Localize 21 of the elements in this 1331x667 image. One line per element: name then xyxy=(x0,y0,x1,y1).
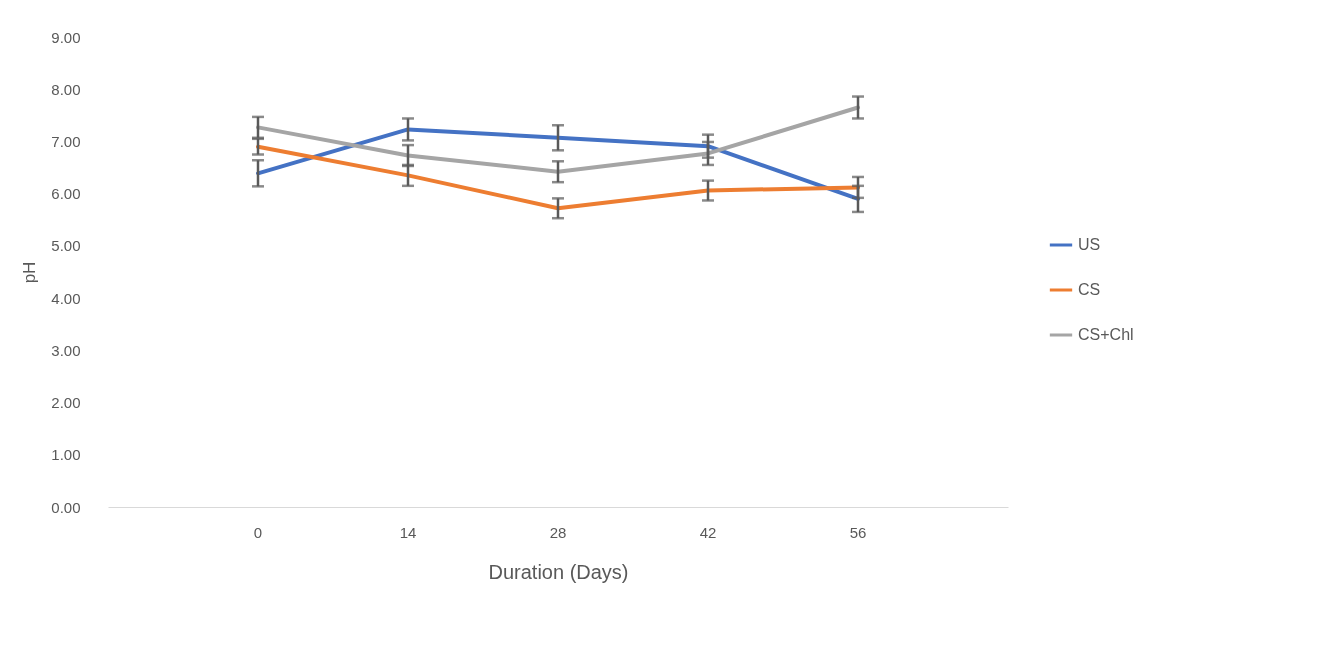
x-tick-label: 56 xyxy=(849,523,867,541)
y-tick-label: 1.00 xyxy=(51,446,81,464)
x-tick-label: 14 xyxy=(399,523,417,541)
legend-label: CS+Chl xyxy=(1078,326,1134,343)
y-tick-label: 6.00 xyxy=(51,185,81,203)
y-tick-label: 8.00 xyxy=(51,80,81,98)
legend-label: US xyxy=(1078,236,1101,253)
x-axis-title: Duration (Days) xyxy=(488,560,629,583)
legend-label: CS xyxy=(1078,281,1101,298)
y-tick-label: 0.00 xyxy=(51,498,81,516)
y-tick-label: 3.00 xyxy=(51,341,81,359)
y-tick-label: 4.00 xyxy=(51,289,81,307)
y-tick-label: 7.00 xyxy=(51,132,81,150)
x-tick-label: 0 xyxy=(253,523,263,541)
line-series xyxy=(256,105,860,174)
y-tick-label: 5.00 xyxy=(51,237,81,255)
y-axis-title: pH xyxy=(20,261,40,284)
x-tick-label: 42 xyxy=(699,523,717,541)
y-tick-label: 9.00 xyxy=(51,28,81,46)
x-tick-label: 28 xyxy=(549,523,567,541)
y-tick-label: 2.00 xyxy=(51,394,81,412)
